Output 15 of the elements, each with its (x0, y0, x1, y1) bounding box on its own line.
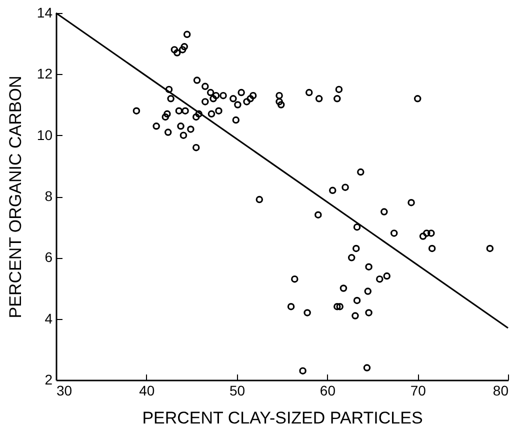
x-tick-label: 40 (139, 382, 155, 398)
x-tick-label: 80 (492, 382, 509, 398)
y-tick-label: 4 (44, 310, 53, 326)
y-tick-label: 12 (36, 66, 53, 82)
x-tick-label: 30 (56, 382, 72, 398)
y-tick-label: 2 (44, 372, 53, 388)
y-axis-title: PERCENT ORGANIC CARBON (6, 76, 25, 318)
y-tick-label: 8 (44, 188, 53, 204)
y-tick-label: 14 (36, 4, 53, 20)
x-tick-label: 60 (320, 382, 336, 398)
x-tick-label: 50 (230, 382, 246, 398)
x-tick-label: 70 (410, 382, 426, 398)
y-tick-label: 6 (44, 249, 53, 266)
y-tick-label: 10 (36, 126, 53, 143)
x-axis-title: PERCENT CLAY-SIZED PARTICLES (142, 408, 423, 428)
